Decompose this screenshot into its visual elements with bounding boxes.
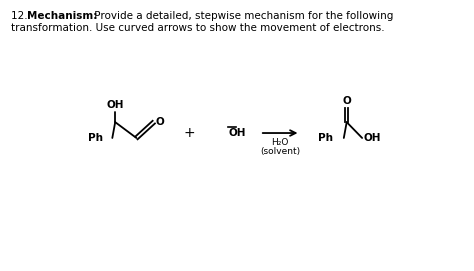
Text: OH: OH bbox=[228, 128, 246, 138]
Text: 12.: 12. bbox=[11, 11, 31, 21]
Text: Ph: Ph bbox=[88, 133, 103, 143]
Text: (solvent): (solvent) bbox=[260, 147, 300, 156]
Text: Provide a detailed, stepwise mechanism for the following: Provide a detailed, stepwise mechanism f… bbox=[91, 11, 393, 21]
Text: +: + bbox=[183, 126, 195, 140]
Text: OH: OH bbox=[107, 100, 124, 110]
Text: transformation. Use curved arrows to show the movement of electrons.: transformation. Use curved arrows to sho… bbox=[11, 23, 385, 33]
Text: O: O bbox=[342, 96, 351, 106]
Text: H₂O: H₂O bbox=[272, 138, 289, 147]
Text: OH: OH bbox=[363, 133, 381, 143]
Text: Mechanism:: Mechanism: bbox=[27, 11, 98, 21]
Text: Ph: Ph bbox=[318, 133, 333, 143]
Text: O: O bbox=[156, 117, 164, 127]
